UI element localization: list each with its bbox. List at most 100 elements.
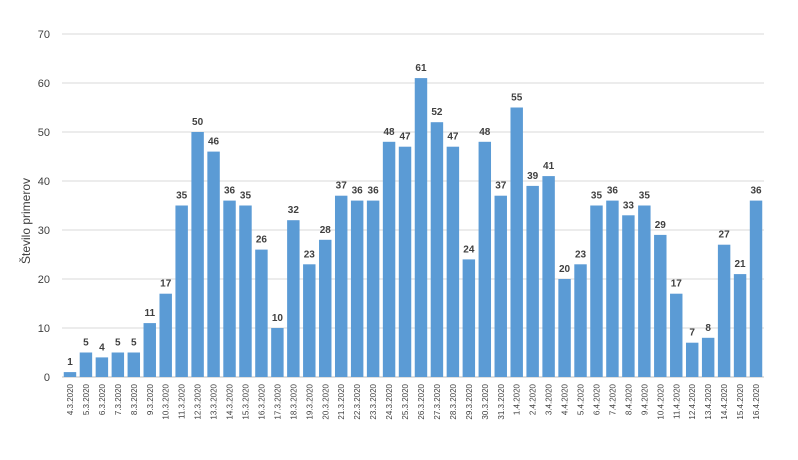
bar <box>654 234 667 377</box>
data-label: 5 <box>131 338 137 349</box>
data-label: 4 <box>99 342 105 353</box>
x-tick-label: 4.4.2020 <box>561 383 570 415</box>
bar <box>446 146 460 377</box>
bar <box>287 220 300 377</box>
data-label: 33 <box>623 200 635 211</box>
bar <box>494 195 507 377</box>
x-tick-label: 11.3.2020 <box>178 383 187 419</box>
bar <box>350 200 364 377</box>
x-tick-label: 7.4.2020 <box>608 383 617 415</box>
x-tick-label: 26.3.2020 <box>417 383 426 419</box>
data-label: 41 <box>543 161 555 172</box>
bar <box>255 249 268 377</box>
data-label: 23 <box>575 249 587 260</box>
y-tick-label: 10 <box>38 323 50 335</box>
data-label: 36 <box>750 186 762 197</box>
bar <box>622 215 635 377</box>
x-tick-label: 16.3.2020 <box>257 383 266 419</box>
data-label: 47 <box>447 132 459 143</box>
bar <box>526 185 539 377</box>
x-tick-label: 9.4.2020 <box>640 383 649 415</box>
x-tick-label: 16.4.2020 <box>752 383 761 419</box>
data-label: 24 <box>463 244 475 255</box>
bar <box>143 323 156 377</box>
bar <box>223 200 236 377</box>
bar <box>510 107 523 377</box>
x-tick-label: 10.3.2020 <box>162 383 171 419</box>
data-label: 36 <box>224 186 236 197</box>
data-label: 17 <box>671 279 683 290</box>
bar <box>239 205 252 377</box>
data-label: 35 <box>240 191 252 202</box>
bar <box>334 195 348 377</box>
y-axis-title: Število primerov <box>18 178 33 264</box>
data-label: 20 <box>559 264 571 275</box>
data-label: 46 <box>208 137 220 148</box>
data-label: 48 <box>479 127 491 138</box>
y-tick-label: 30 <box>38 225 50 237</box>
bar <box>606 200 619 377</box>
bar <box>685 342 699 377</box>
bar <box>319 239 332 377</box>
x-tick-label: 30.3.2020 <box>481 383 490 419</box>
x-tick-label: 14.4.2020 <box>720 383 729 419</box>
x-axis-ticks: 4.3.2020 5.3.2020 6.3.2020 7.3.2020 8.3.2020… <box>66 383 761 419</box>
y-tick-label: 40 <box>38 176 50 188</box>
x-tick-label: 6.3.2020 <box>98 383 107 415</box>
data-label: 7 <box>689 328 695 339</box>
x-tick-label: 10.4.2020 <box>656 383 665 419</box>
x-tick-label: 25.3.2020 <box>401 383 410 419</box>
bar <box>95 357 109 377</box>
x-tick-label: 19.3.2020 <box>305 383 314 419</box>
bar <box>701 337 715 377</box>
x-tick-label: 18.3.2020 <box>289 383 298 419</box>
y-tick-label: 20 <box>38 274 50 286</box>
x-tick-label: 6.4.2020 <box>592 383 601 415</box>
bar <box>111 352 125 377</box>
bar <box>79 352 93 377</box>
x-tick-label: 2.4.2020 <box>529 383 538 415</box>
y-tick-label: 70 <box>38 29 50 41</box>
y-tick-label: 60 <box>38 78 50 90</box>
bar <box>733 274 747 377</box>
x-tick-label: 8.4.2020 <box>624 383 633 415</box>
bar <box>430 122 444 377</box>
data-label: 5 <box>115 338 121 349</box>
bar <box>366 200 380 377</box>
bar <box>63 372 77 377</box>
data-label: 35 <box>591 191 603 202</box>
x-tick-label: 13.3.2020 <box>210 383 219 419</box>
bar <box>271 328 284 377</box>
bar <box>414 78 428 377</box>
data-label: 10 <box>272 313 284 324</box>
x-tick-label: 5.3.2020 <box>82 383 91 415</box>
x-tick-label: 3.4.2020 <box>545 383 554 415</box>
bars <box>63 78 763 377</box>
bar <box>574 264 587 377</box>
x-tick-label: 12.4.2020 <box>688 383 697 419</box>
data-label: 36 <box>368 186 380 197</box>
bar <box>590 205 603 377</box>
x-tick-label: 23.3.2020 <box>369 383 378 419</box>
y-axis-ticks: 0 10 20 30 40 50 60 70 <box>38 29 50 384</box>
bar <box>303 264 316 377</box>
data-label: 36 <box>352 186 364 197</box>
bar <box>558 279 571 377</box>
x-tick-label: 5.4.2020 <box>577 383 586 415</box>
x-tick-label: 4.3.2020 <box>66 383 75 415</box>
x-tick-label: 17.3.2020 <box>273 383 282 419</box>
data-label: 1 <box>67 357 73 368</box>
x-tick-label: 15.3.2020 <box>241 383 250 419</box>
y-tick-label: 0 <box>44 372 50 384</box>
x-tick-label: 11.4.2020 <box>672 383 681 419</box>
x-tick-label: 22.3.2020 <box>353 383 362 419</box>
data-label: 21 <box>735 259 747 270</box>
data-label: 37 <box>495 181 507 192</box>
x-tick-label: 31.3.2020 <box>497 383 506 419</box>
data-label: 8 <box>705 323 711 334</box>
x-tick-label: 28.3.2020 <box>449 383 458 419</box>
data-label: 23 <box>304 249 316 260</box>
bar <box>670 293 683 377</box>
x-tick-label: 1.4.2020 <box>513 383 522 415</box>
